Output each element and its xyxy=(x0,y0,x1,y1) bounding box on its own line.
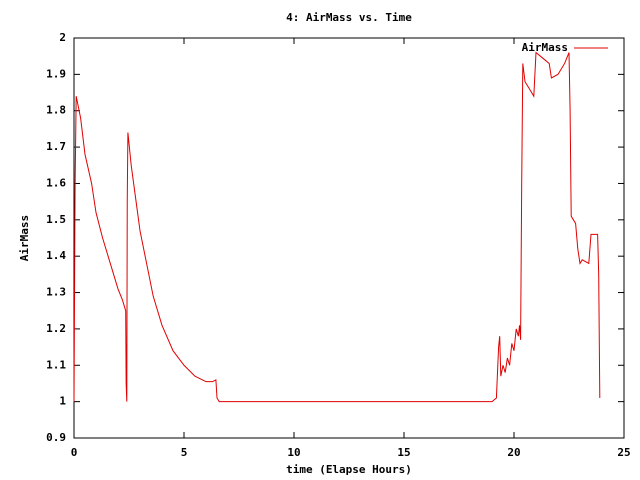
y-tick-label: 1.3 xyxy=(46,286,66,299)
y-tick-label: 1.9 xyxy=(46,67,66,80)
x-tick-label: 25 xyxy=(617,446,630,459)
plot-frame xyxy=(73,37,625,439)
y-tick-label: 1.7 xyxy=(46,140,66,153)
y-tick-label: 1.4 xyxy=(46,249,66,262)
y-tick-label: 1.6 xyxy=(46,176,66,189)
y-tick-label: 1 xyxy=(59,395,66,408)
y-tick-label: 0.9 xyxy=(46,431,66,444)
x-tick-label: 15 xyxy=(397,446,410,459)
legend-label: AirMass xyxy=(522,41,568,54)
y-tick-label: 1.8 xyxy=(46,104,66,117)
y-tick-label: 1.2 xyxy=(46,322,66,335)
y-tick-label: 1.1 xyxy=(46,358,66,371)
x-tick-label: 20 xyxy=(507,446,520,459)
x-axis-label: time (Elapse Hours) xyxy=(286,463,412,476)
chart-title: 4: AirMass vs. Time xyxy=(286,11,412,24)
y-tick-label: 1.5 xyxy=(46,213,66,226)
y-axis-label: AirMass xyxy=(18,215,31,261)
x-tick-label: 0 xyxy=(71,446,78,459)
y-tick-label: 2 xyxy=(59,31,66,44)
x-tick-label: 10 xyxy=(287,446,300,459)
x-tick-label: 5 xyxy=(181,446,188,459)
data-line xyxy=(73,51,601,403)
